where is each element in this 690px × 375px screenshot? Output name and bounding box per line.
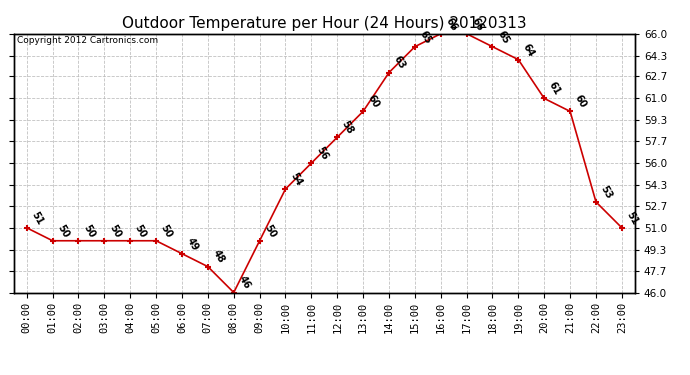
Text: 54: 54 — [288, 171, 304, 188]
Text: Copyright 2012 Cartronics.com: Copyright 2012 Cartronics.com — [17, 36, 158, 45]
Text: 65: 65 — [495, 28, 511, 45]
Text: 60: 60 — [366, 93, 382, 110]
Text: 49: 49 — [185, 236, 200, 252]
Text: 63: 63 — [392, 54, 407, 71]
Text: 61: 61 — [547, 80, 562, 97]
Text: 60: 60 — [573, 93, 589, 110]
Text: 53: 53 — [599, 184, 614, 201]
Text: 50: 50 — [159, 223, 175, 239]
Text: 56: 56 — [314, 145, 330, 162]
Text: 58: 58 — [340, 119, 355, 136]
Text: 50: 50 — [55, 223, 71, 239]
Text: 50: 50 — [81, 223, 97, 239]
Title: Outdoor Temperature per Hour (24 Hours) 20120313: Outdoor Temperature per Hour (24 Hours) … — [122, 16, 526, 31]
Text: 66: 66 — [444, 16, 459, 32]
Text: 64: 64 — [521, 42, 537, 58]
Text: 46: 46 — [237, 274, 252, 291]
Text: 50: 50 — [262, 223, 278, 239]
Text: 48: 48 — [210, 248, 226, 265]
Text: 51: 51 — [624, 210, 640, 226]
Text: 50: 50 — [107, 223, 123, 239]
Text: 50: 50 — [133, 223, 148, 239]
Text: 51: 51 — [30, 210, 45, 226]
Text: 65: 65 — [417, 28, 433, 45]
Text: 66: 66 — [469, 16, 485, 32]
